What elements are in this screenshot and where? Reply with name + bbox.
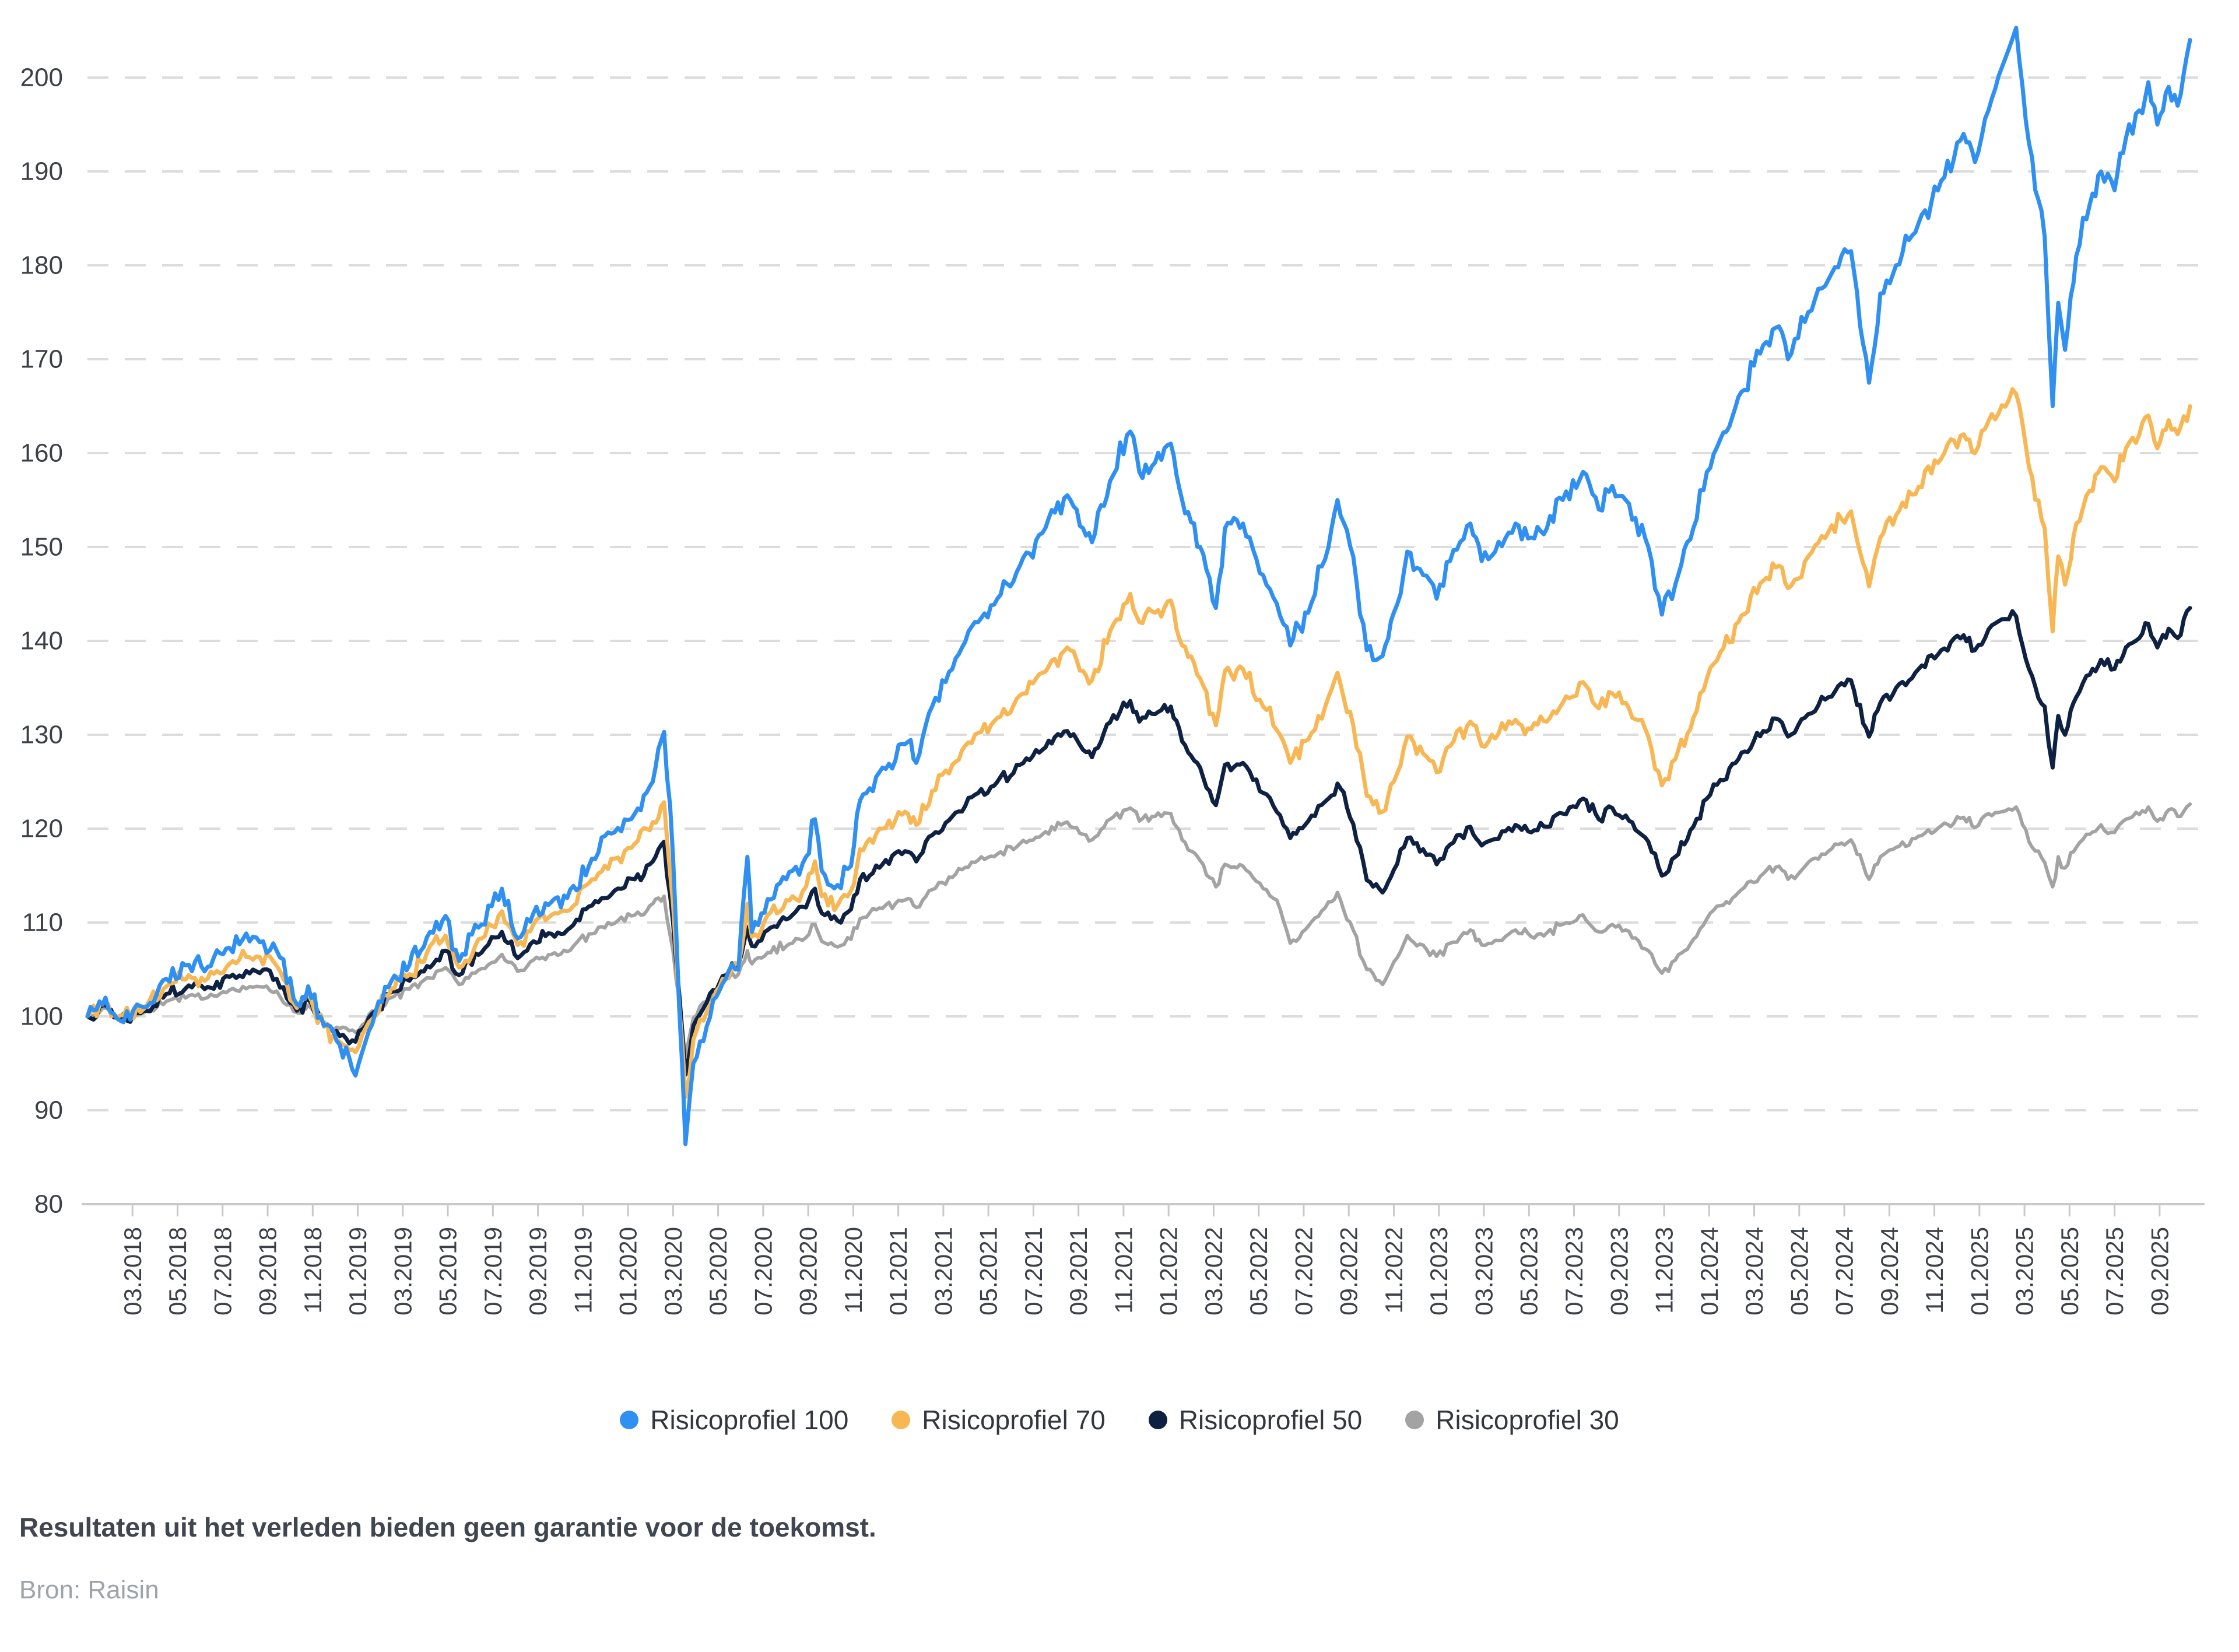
- y-axis-label-180: 180: [20, 251, 63, 280]
- legend-label-risicoprofiel-50: Risicoprofiel 50: [1178, 1405, 1363, 1435]
- y-axis-label-90: 90: [34, 1096, 63, 1125]
- series-line-risicoprofiel-30: [86, 802, 2192, 1058]
- x-axis-label-05.2020: 05.2020: [704, 1227, 732, 1316]
- x-axis-label-03.2018: 03.2018: [119, 1227, 146, 1316]
- x-axis-label-03.2021: 03.2021: [929, 1227, 957, 1316]
- y-axis-label-140: 140: [20, 627, 63, 655]
- y-axis-label-190: 190: [20, 157, 63, 186]
- x-axis-label-07.2020: 07.2020: [749, 1227, 777, 1316]
- x-axis-label-05.2023: 05.2023: [1515, 1227, 1543, 1316]
- x-axis-label-07.2022: 07.2022: [1290, 1227, 1317, 1316]
- x-axis-label-11.2019: 11.2019: [569, 1227, 596, 1314]
- legend-dot-risicoprofiel-100: [620, 1411, 639, 1429]
- x-axis-label-09.2020: 09.2020: [795, 1227, 822, 1316]
- y-axis-label-170: 170: [20, 345, 63, 374]
- x-axis-label-01.2024: 01.2024: [1696, 1227, 1723, 1316]
- x-axis-label-09.2022: 09.2022: [1335, 1227, 1363, 1316]
- x-axis-label-03.2025: 03.2025: [2011, 1227, 2038, 1316]
- x-axis-label-07.2024: 07.2024: [1831, 1227, 1858, 1316]
- legend-dot-risicoprofiel-70: [892, 1411, 911, 1429]
- x-axis-label-07.2023: 07.2023: [1560, 1227, 1588, 1316]
- y-axis-label-80: 80: [34, 1190, 63, 1219]
- legend-item-risicoprofiel-50[interactable]: Risicoprofiel 50: [1148, 1404, 1363, 1436]
- x-axis-label-05.2018: 05.2018: [164, 1227, 191, 1316]
- x-axis-label-05.2024: 05.2024: [1785, 1227, 1813, 1316]
- y-axis-label-160: 160: [20, 439, 63, 468]
- legend-label-risicoprofiel-70: Risicoprofiel 70: [922, 1405, 1106, 1435]
- x-axis-label-01.2019: 01.2019: [344, 1227, 371, 1316]
- x-axis-label-03.2022: 03.2022: [1200, 1227, 1227, 1316]
- x-axis-label-05.2021: 05.2021: [975, 1227, 1002, 1316]
- x-axis-label-11.2023: 11.2023: [1651, 1227, 1678, 1314]
- x-axis-label-09.2019: 09.2019: [524, 1227, 552, 1316]
- legend-item-risicoprofiel-70[interactable]: Risicoprofiel 70: [892, 1404, 1106, 1436]
- series-line-risicoprofiel-50: [85, 606, 2192, 1077]
- x-axis-label-03.2023: 03.2023: [1470, 1227, 1497, 1316]
- legend-dot-risicoprofiel-50: [1148, 1411, 1167, 1429]
- legend-item-risicoprofiel-30[interactable]: Risicoprofiel 30: [1405, 1404, 1619, 1436]
- x-axis-label-01.2022: 01.2022: [1155, 1227, 1182, 1316]
- series-line-risicoprofiel-70: [85, 387, 2192, 1099]
- y-axis-label-110: 110: [22, 909, 63, 937]
- x-axis-label-01.2023: 01.2023: [1425, 1227, 1452, 1316]
- y-axis-label-120: 120: [20, 815, 63, 843]
- legend-label-risicoprofiel-30: Risicoprofiel 30: [1436, 1405, 1619, 1435]
- x-axis-label-05.2025: 05.2025: [2056, 1227, 2083, 1316]
- x-axis-label-03.2019: 03.2019: [389, 1227, 416, 1316]
- x-axis-label-11.2018: 11.2018: [299, 1227, 327, 1314]
- y-axis-label-100: 100: [20, 1002, 63, 1031]
- x-axis-label-09.2021: 09.2021: [1065, 1227, 1092, 1316]
- x-axis-label-05.2022: 05.2022: [1245, 1227, 1272, 1316]
- x-axis-label-03.2020: 03.2020: [659, 1227, 687, 1316]
- x-axis-label-01.2020: 01.2020: [615, 1227, 642, 1316]
- x-axis-label-01.2021: 01.2021: [885, 1227, 912, 1316]
- y-axis-label-200: 200: [20, 64, 63, 92]
- x-axis-label-07.2021: 07.2021: [1020, 1227, 1047, 1316]
- disclaimer-text: Resultaten uit het verleden bieden geen …: [19, 1512, 876, 1542]
- y-axis-label-150: 150: [20, 533, 63, 562]
- x-axis-label-09.2024: 09.2024: [1876, 1227, 1903, 1316]
- x-axis-label-07.2018: 07.2018: [209, 1227, 236, 1316]
- series-line-risicoprofiel-100: [85, 26, 2192, 1146]
- x-axis-label-07.2025: 07.2025: [2101, 1227, 2128, 1316]
- y-axis-label-130: 130: [20, 721, 63, 749]
- x-axis-label-03.2024: 03.2024: [1740, 1227, 1768, 1316]
- legend-dot-risicoprofiel-30: [1405, 1411, 1424, 1429]
- x-axis-label-11.2024: 11.2024: [1921, 1227, 1948, 1314]
- x-axis-label-09.2023: 09.2023: [1605, 1227, 1633, 1316]
- legend-item-risicoprofiel-100[interactable]: Risicoprofiel 100: [620, 1404, 848, 1436]
- x-axis-label-07.2019: 07.2019: [479, 1227, 507, 1316]
- x-axis-label-11.2022: 11.2022: [1380, 1227, 1408, 1314]
- x-axis-label-11.2020: 11.2020: [840, 1227, 867, 1314]
- x-axis-label-09.2025: 09.2025: [2146, 1227, 2173, 1316]
- performance-chart: 200 190 180 170 160 150 140 130 120 110 100 90 80 03.…: [20, 26, 2210, 1316]
- x-axis-label-05.2019: 05.2019: [434, 1227, 462, 1316]
- x-axis-label-11.2021: 11.2021: [1110, 1227, 1137, 1314]
- x-axis-label-09.2018: 09.2018: [254, 1227, 282, 1316]
- source-text: Bron: Raisin: [19, 1576, 159, 1604]
- legend-label-risicoprofiel-100: Risicoprofiel 100: [650, 1405, 849, 1435]
- x-axis-label-01.2025: 01.2025: [1966, 1227, 1993, 1316]
- chart-legend: Risicoprofiel 100 Risicoprofiel 70 Risicop…: [0, 1404, 2239, 1436]
